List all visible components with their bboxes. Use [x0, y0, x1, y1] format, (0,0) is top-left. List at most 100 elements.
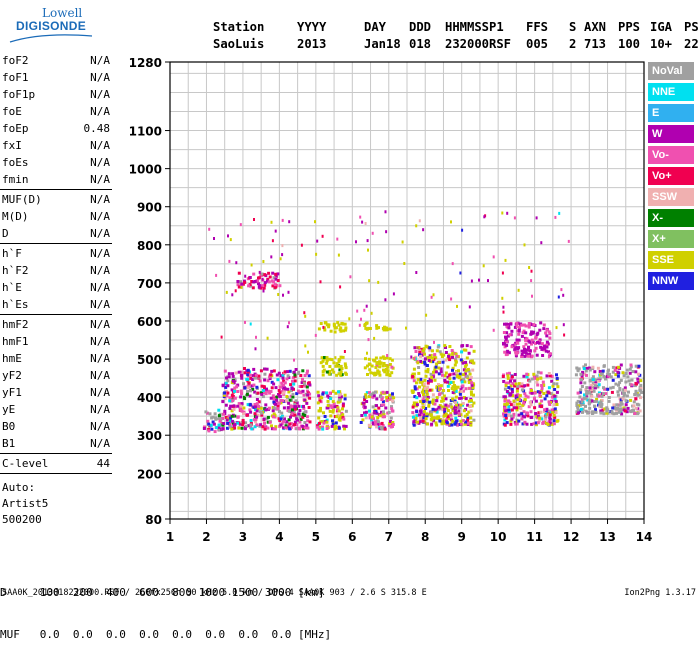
echo-point — [429, 379, 433, 383]
echo-point — [363, 308, 366, 312]
echo-point — [277, 394, 281, 398]
echo-point — [536, 414, 540, 418]
legend-item-e: E — [648, 104, 694, 122]
echo-point — [578, 409, 582, 413]
echo-point — [596, 385, 600, 389]
echo-point — [391, 425, 394, 428]
echo-point — [265, 279, 269, 283]
echo-point — [344, 409, 348, 413]
echo-point — [237, 370, 241, 374]
echo-point — [326, 404, 330, 408]
echo-point — [507, 414, 511, 417]
param-name: foEs — [2, 156, 29, 169]
echo-point — [510, 345, 514, 349]
echo-point — [329, 404, 333, 408]
echo-point — [434, 421, 438, 425]
echo-point — [414, 355, 418, 359]
echo-point — [615, 366, 619, 370]
header-value-4: 232000 — [445, 37, 490, 51]
echo-point — [293, 379, 297, 383]
echo-point — [535, 374, 539, 378]
echo-point — [616, 390, 620, 394]
echo-point — [591, 410, 595, 414]
param-value: N/A — [90, 54, 110, 67]
echo-point — [472, 349, 476, 353]
echo-point — [459, 396, 463, 400]
echo-point — [388, 421, 392, 425]
echo-point — [208, 227, 211, 231]
echo-point — [367, 423, 371, 427]
echo-point — [217, 416, 221, 420]
echo-point — [239, 370, 243, 374]
echo-point — [452, 376, 456, 380]
echo-point — [267, 406, 271, 410]
echo-point — [230, 388, 234, 392]
echo-point — [611, 385, 615, 389]
echo-point — [461, 373, 465, 377]
echo-point — [556, 385, 560, 389]
echo-point — [274, 402, 278, 406]
echo-point — [226, 384, 230, 388]
echo-point — [260, 392, 264, 396]
echo-point — [254, 408, 257, 412]
echo-point — [327, 323, 331, 327]
echo-point — [524, 342, 528, 346]
param-row-foF2: foF2 N/A — [2, 54, 110, 70]
echo-point — [600, 398, 604, 402]
echo-point — [630, 383, 634, 387]
echo-point — [244, 425, 248, 428]
echo-point — [426, 367, 430, 371]
echo-point — [452, 388, 456, 392]
param-value: N/A — [90, 335, 110, 348]
echo-point — [527, 339, 531, 343]
echo-point — [451, 350, 455, 354]
echo-point — [438, 419, 442, 423]
echo-point — [383, 370, 387, 374]
echo-point — [248, 408, 252, 412]
echo-point — [577, 367, 581, 371]
echo-point — [503, 406, 507, 410]
echo-point — [262, 286, 266, 290]
echo-point — [506, 349, 509, 353]
echo-point — [518, 402, 522, 406]
echo-point — [365, 391, 369, 395]
echo-point — [337, 398, 341, 402]
echo-point — [263, 372, 267, 376]
echo-point — [515, 396, 519, 400]
echo-point — [510, 414, 513, 418]
param-name: D — [2, 227, 9, 240]
echo-point — [533, 376, 536, 380]
echo-point — [541, 346, 545, 350]
echo-point — [253, 218, 255, 221]
echo-point — [264, 403, 268, 407]
param-name: h`F2 — [2, 264, 29, 277]
echo-point — [437, 360, 441, 364]
logo-text-digisonde: DIGISONDE — [16, 19, 87, 33]
echo-point — [550, 408, 554, 412]
echo-point — [379, 361, 383, 365]
echo-point — [425, 390, 429, 394]
echo-point — [597, 377, 601, 381]
echo-point — [509, 403, 513, 407]
echo-point — [269, 390, 273, 393]
echo-point — [294, 399, 298, 403]
echo-point — [282, 379, 286, 383]
echo-point — [513, 384, 517, 388]
echo-point — [249, 423, 253, 427]
echo-point — [461, 419, 465, 423]
echo-point — [464, 387, 468, 391]
echo-point — [355, 240, 357, 244]
echo-point — [327, 372, 331, 376]
echo-point — [430, 410, 434, 414]
echo-point — [264, 392, 268, 396]
echo-point — [337, 253, 340, 257]
echo-point — [635, 382, 639, 386]
echo-point — [227, 375, 231, 379]
echo-point — [279, 399, 283, 402]
echo-point — [472, 393, 475, 397]
legend-item-nne: NNE — [648, 83, 694, 101]
echo-point — [258, 410, 262, 414]
echo-point — [227, 234, 229, 238]
echo-point — [233, 389, 236, 393]
echo-point — [440, 405, 444, 409]
